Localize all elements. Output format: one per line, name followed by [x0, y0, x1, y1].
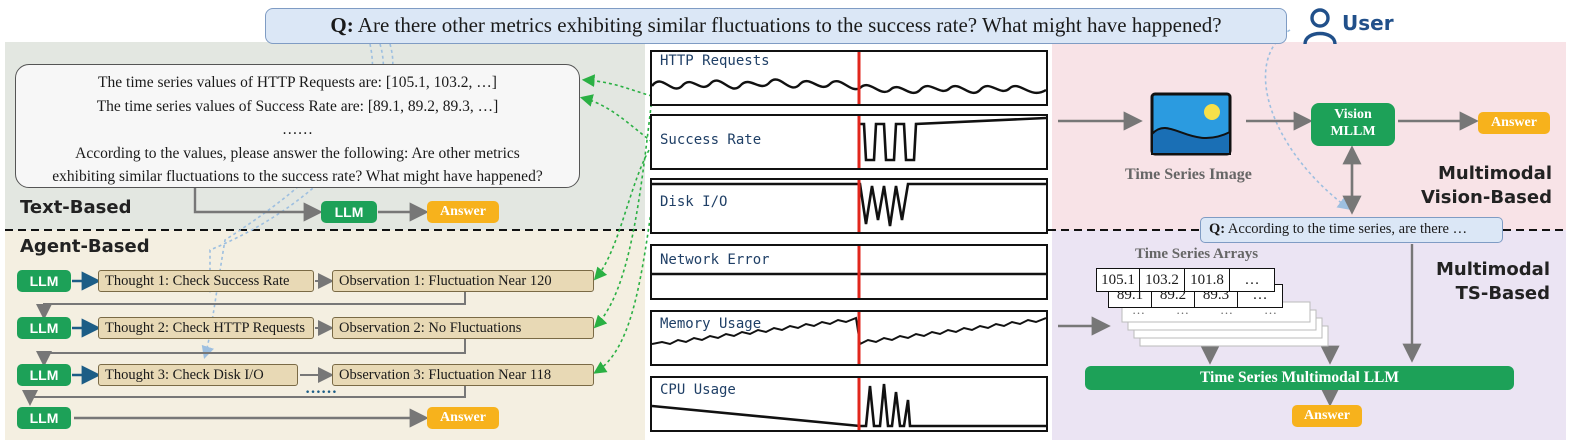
chart-label-success: Success Rate — [660, 132, 762, 148]
series-http-requests — [652, 52, 1046, 104]
agent-llm-1: LLM — [17, 270, 71, 292]
agent-llm-3: LLM — [17, 364, 71, 386]
series-success-rate — [857, 116, 1046, 168]
observation-2: Observation 2: No Fluctuations — [332, 317, 594, 339]
text-answer: Answer — [427, 201, 499, 223]
array-cell: 105.1 — [1096, 268, 1140, 292]
question-prefix: Q: — [330, 13, 354, 37]
chart-disk-io: Disk I/O — [650, 178, 1048, 234]
array-dots-2: … — [1176, 302, 1189, 317]
chart-network-error: Network Error — [650, 244, 1048, 300]
chart-label-memory: Memory Usage — [660, 316, 762, 332]
chart-label-disk: Disk I/O — [660, 194, 728, 210]
series-disk-io — [652, 180, 1046, 232]
vision-title-line-2: Vision-Based — [1421, 187, 1552, 208]
array-cell: 103.2 — [1139, 268, 1185, 292]
thought-3: Thought 3: Check Disk I/O — [98, 364, 298, 386]
chart-http-requests: HTTP Requests — [650, 50, 1048, 106]
vision-title-line-1: Multimodal — [1438, 163, 1552, 184]
time-series-arrays-label: Time Series Arrays — [1135, 246, 1259, 262]
agent-answer: Answer — [427, 407, 499, 429]
observation-3: Observation 3: Fluctuation Near 118 — [332, 364, 594, 386]
series-memory-usage — [652, 312, 1046, 364]
chart-cpu-usage: CPU Usage — [650, 376, 1048, 432]
vision-based-panel — [1052, 42, 1566, 230]
text-llm: LLM — [321, 201, 377, 223]
series-network-error — [652, 246, 1046, 298]
chart-label-cpu: CPU Usage — [660, 382, 736, 398]
vision-mllm-line-2: MLLM — [1330, 124, 1376, 139]
prompt-line-3: …… — [282, 121, 313, 138]
array-cell: 101.8 — [1184, 268, 1230, 292]
agent-based-title: Agent-Based — [20, 236, 150, 257]
image-icon — [1150, 92, 1232, 156]
ts-title-line-1: Multimodal — [1436, 259, 1550, 280]
user-question: Q: Are there other metrics exhibiting si… — [265, 8, 1287, 44]
chart-memory-usage: Memory Usage — [650, 310, 1048, 366]
prompt-line-2: The time series values of Success Rate a… — [96, 97, 499, 115]
prompt-line-5: exhibiting similar fluctuations to the s… — [52, 168, 543, 185]
array-cell: … — [1229, 268, 1275, 292]
text-based-title: Text-Based — [20, 197, 132, 218]
series-cpu-usage — [652, 378, 1046, 430]
chart-success-rate: Success Rate — [650, 114, 1048, 170]
agent-ellipsis: …… — [305, 380, 337, 397]
text-prompt-box: The time series values of HTTP Requests … — [15, 64, 580, 188]
ts-multimodal-llm: Time Series Multimodal LLM — [1085, 366, 1514, 390]
vision-answer: Answer — [1478, 112, 1550, 134]
ts-question-text: According to the time series, are there … — [1225, 221, 1468, 237]
agent-llm-4: LLM — [17, 407, 71, 429]
agent-llm-2: LLM — [17, 317, 71, 339]
vision-based-title: Multimodal Vision-Based — [1400, 162, 1552, 210]
observation-1: Observation 1: Fluctuation Near 120 — [332, 270, 594, 292]
user-label: User — [1342, 11, 1394, 35]
vision-mllm: Vision MLLM — [1311, 103, 1395, 146]
prompt-line-1: The time series values of HTTP Requests … — [98, 74, 497, 91]
thought-1: Thought 1: Check Success Rate — [98, 270, 314, 292]
chart-label-network: Network Error — [660, 252, 770, 268]
question-text: Are there other metrics exhibiting simil… — [353, 13, 1222, 37]
prompt-line-4: According to the values, please answer t… — [75, 144, 520, 162]
array-dots-4: … — [1264, 302, 1277, 317]
time-series-image-label: Time Series Image — [1125, 166, 1252, 183]
thought-2: Thought 2: Check HTTP Requests — [98, 317, 314, 339]
array-dots-3: … — [1220, 302, 1233, 317]
ts-answer: Answer — [1292, 405, 1362, 427]
ts-based-title: Multimodal TS-Based — [1400, 258, 1550, 306]
ts-title-line-2: TS-Based — [1455, 283, 1550, 304]
array-dots-1: … — [1132, 302, 1145, 317]
ts-question-prefix: Q: — [1209, 221, 1226, 237]
vision-mllm-line-1: Vision — [1334, 107, 1372, 122]
user-icon — [1303, 8, 1337, 45]
ts-question: Q: According to the time series, are the… — [1200, 217, 1503, 243]
chart-label-http: HTTP Requests — [660, 53, 770, 69]
